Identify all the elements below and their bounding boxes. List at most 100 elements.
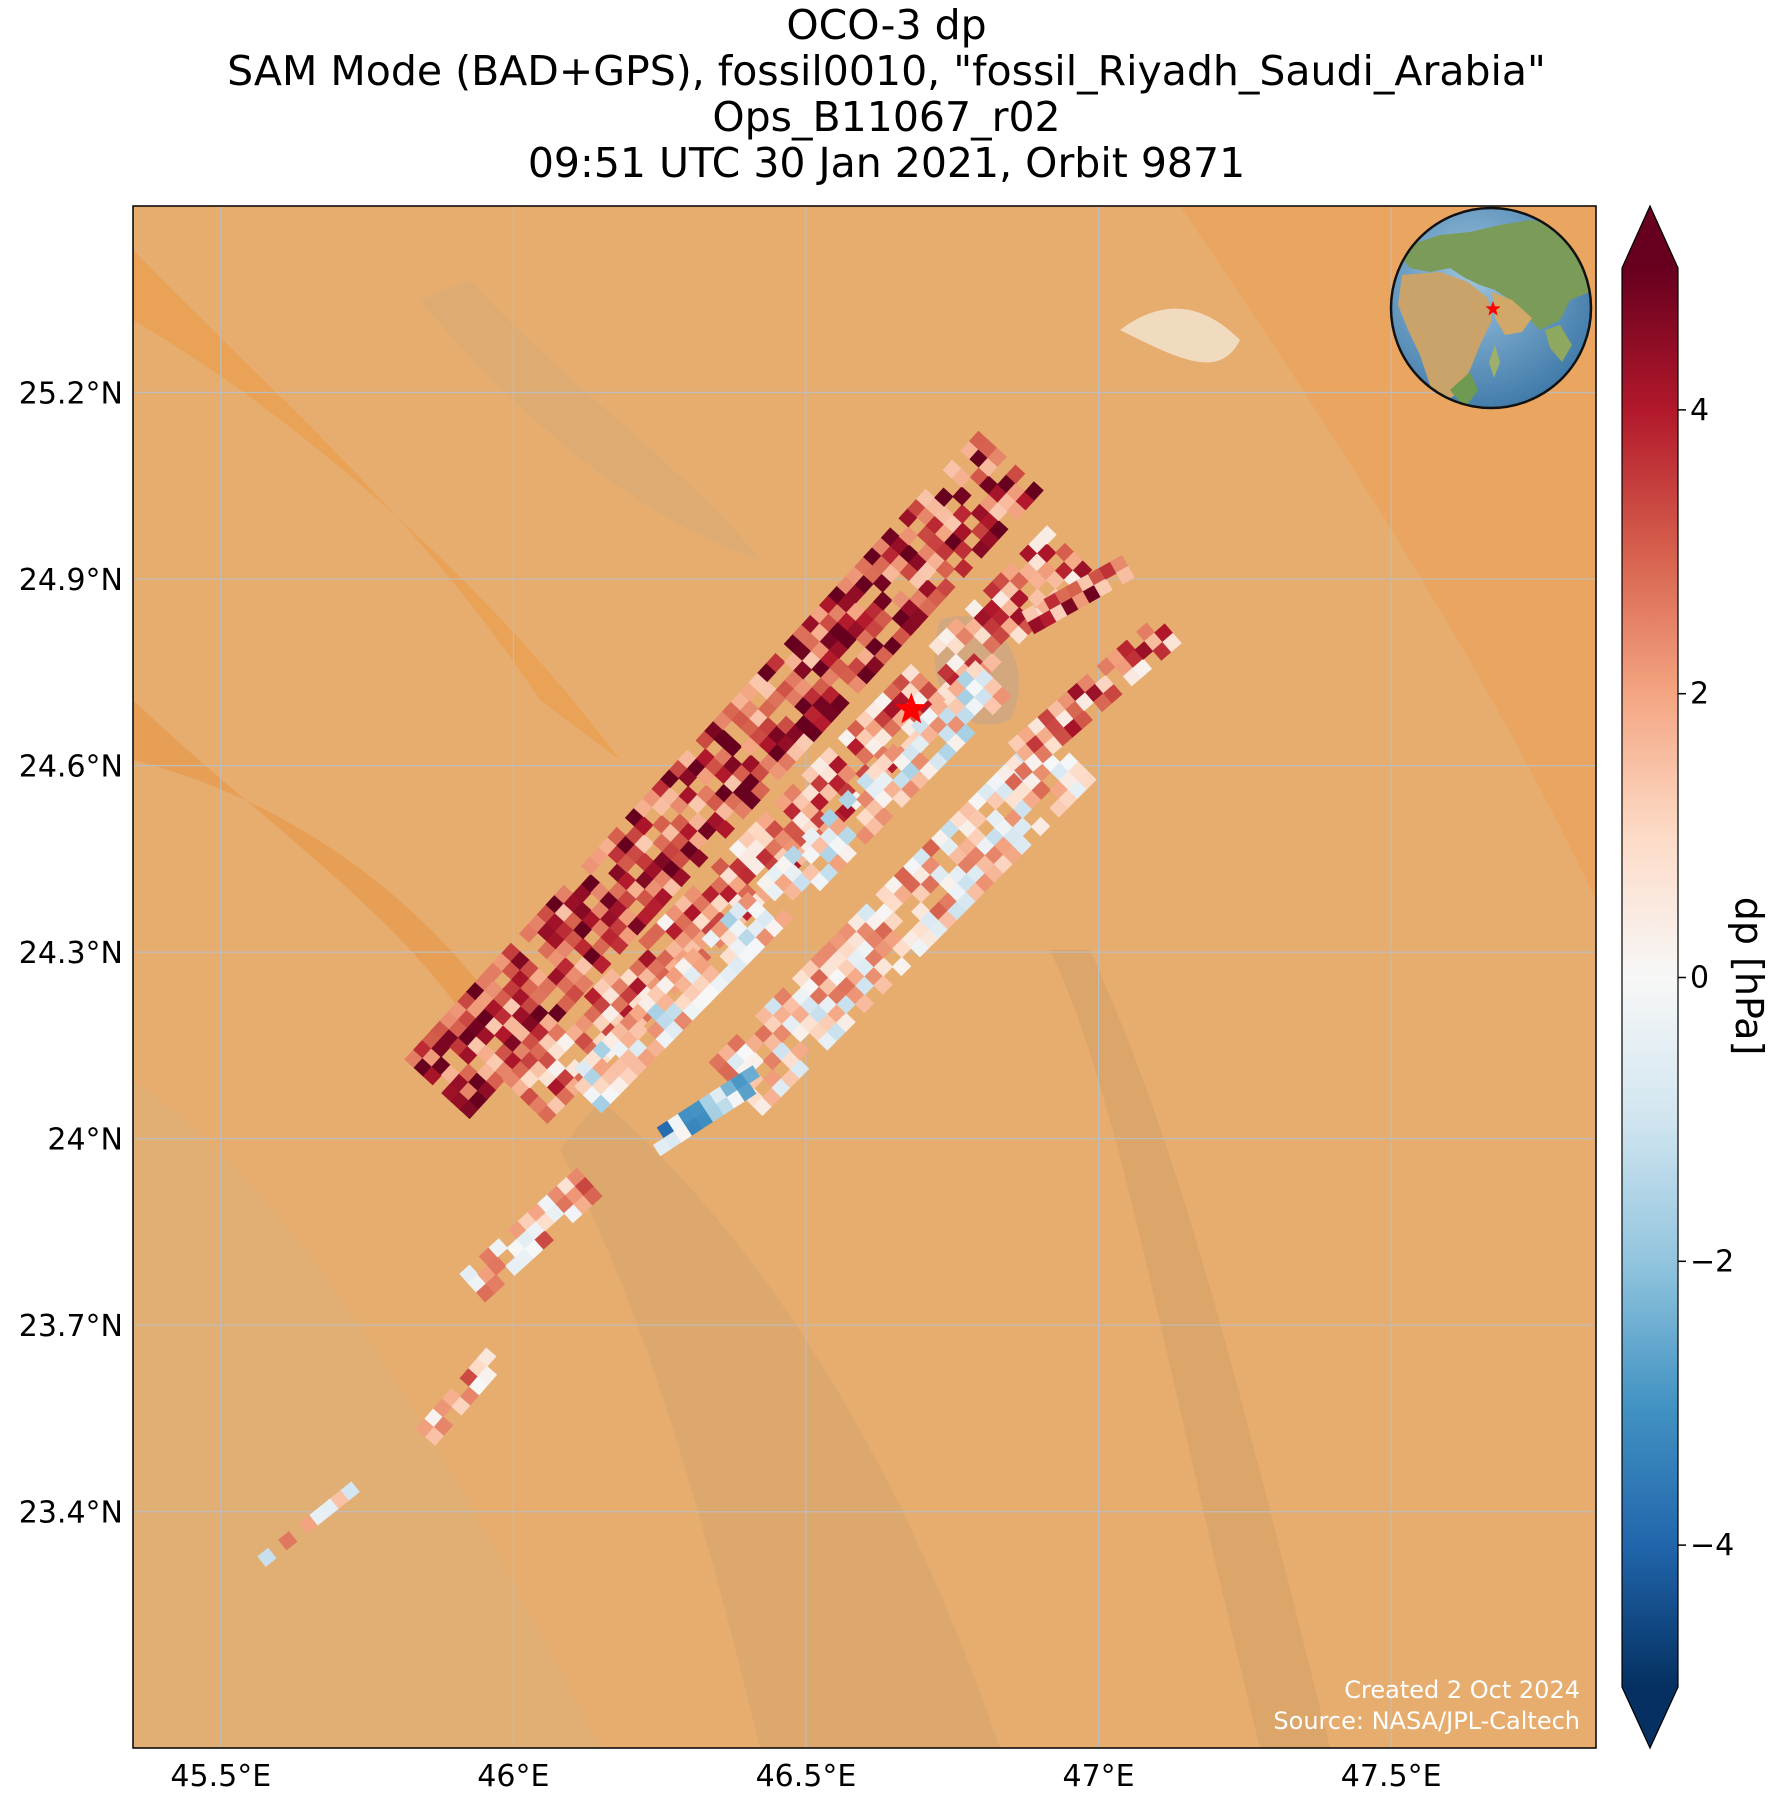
colorbar-outline <box>1621 204 1679 1750</box>
title-line-3: Ops_B11067_r02 <box>712 93 1061 141</box>
sounding-footprint <box>1116 639 1136 659</box>
sounding-footprint <box>964 599 985 619</box>
sounding-footprint <box>744 1087 764 1108</box>
sounding-footprint <box>683 885 703 905</box>
sounding-footprint <box>618 907 638 928</box>
sounding-footprint <box>953 540 973 560</box>
sounding-footprint <box>677 749 698 769</box>
sounding-footprint <box>487 1256 507 1276</box>
sounding-footprint <box>678 785 699 806</box>
sounding-footprint <box>783 845 803 865</box>
y-tick-label: 25.2°N <box>19 377 123 412</box>
sounding-footprint <box>983 677 1003 698</box>
sounding-footprint <box>607 826 627 847</box>
inset-globe <box>1389 206 1593 410</box>
colorbar-gradient <box>1622 268 1678 1687</box>
sounding-footprint <box>590 882 610 902</box>
sounding-footprint <box>891 590 911 610</box>
sounding-footprint <box>821 685 841 705</box>
sounding-footprint <box>1116 565 1135 585</box>
sounding-footprint <box>952 504 972 524</box>
sounding-footprint <box>836 1012 856 1033</box>
x-tick-label: 47.5°E <box>1341 1759 1442 1794</box>
sounding-footprint <box>534 1230 554 1250</box>
sounding-footprint <box>688 812 708 832</box>
sounding-footprint <box>1132 658 1153 678</box>
sounding-footprint <box>1012 835 1032 855</box>
sounding-footprint <box>1162 632 1182 653</box>
sounding-footprint <box>942 459 962 480</box>
y-tick-label: 23.4°N <box>19 1496 123 1531</box>
sounding-footprint <box>670 813 690 833</box>
sounding-footprint <box>547 1023 567 1043</box>
sounding-footprint <box>488 1238 508 1258</box>
sounding-footprint <box>756 811 776 831</box>
sounding-footprint <box>484 980 504 1000</box>
colorbar-extend-min-arrow <box>1622 1687 1678 1748</box>
sounding-footprint <box>916 488 936 509</box>
sounding-footprint <box>696 784 717 804</box>
sounding-footprint <box>566 1167 586 1187</box>
sounding-footprint <box>837 826 858 846</box>
sounding-footprint <box>1012 817 1033 837</box>
sounding-footprint <box>746 900 767 920</box>
sounding-footprint <box>874 770 894 791</box>
sounding-footprint <box>1093 578 1113 597</box>
sounding-footprint <box>773 908 794 929</box>
sounding-footprint <box>967 827 987 848</box>
sounding-footprint <box>772 1041 792 1062</box>
sounding-footprint <box>727 1033 747 1054</box>
sounding-footprint <box>431 1056 451 1076</box>
sounding-footprint <box>617 871 637 891</box>
sounding-footprint <box>737 1082 757 1102</box>
sounding-footprint <box>744 1051 765 1071</box>
sounding-footprint <box>801 826 822 847</box>
sounding-footprint <box>1001 562 1021 582</box>
y-tick-label: 24.9°N <box>19 563 123 598</box>
target-star-marker <box>895 692 928 724</box>
x-tick-label: 47°E <box>1063 1759 1135 1794</box>
sounding-footprint <box>722 737 743 757</box>
sounding-footprint <box>710 857 731 877</box>
sounding-footprint <box>828 817 849 837</box>
y-tick-label: 24.6°N <box>19 750 123 785</box>
sounding-footprint <box>883 929 903 950</box>
sounding-footprint <box>1154 623 1174 643</box>
sounding-footprint <box>883 911 904 931</box>
sounding-footprint <box>819 746 839 767</box>
figure-title: OCO-3 dp SAM Mode (BAD+GPS), fossil0010,… <box>0 2 1773 186</box>
sounding-footprint <box>634 834 654 854</box>
sounding-footprint <box>910 751 930 772</box>
sounding-footprint <box>854 994 875 1014</box>
sounding-footprint <box>1103 684 1123 704</box>
sounding-footprint <box>992 686 1012 706</box>
sounding-footprint <box>519 1087 540 1107</box>
sounding-footprint <box>967 809 987 829</box>
sounding-footprint <box>918 579 938 599</box>
sounding-footprint <box>715 819 735 839</box>
sounding-footprint <box>936 577 956 598</box>
sounding-footprint <box>510 951 530 971</box>
sounding-footprint <box>979 475 999 495</box>
colorbar-tick-label: −2 <box>1690 1244 1734 1279</box>
dp-soundings-layer <box>257 430 1182 1567</box>
sounding-footprint <box>477 1347 497 1367</box>
sounding-footprint <box>671 867 691 888</box>
sounding-footprint <box>1055 542 1075 563</box>
sounding-footprint <box>898 526 919 546</box>
sounding-footprint <box>829 657 849 678</box>
sounding-footprint <box>689 848 709 868</box>
y-tick-label: 23.7°N <box>19 1309 123 1344</box>
sounding-footprint <box>683 947 703 967</box>
colorbar: 4 2 0 −2 −4 dp [hPa] <box>1621 204 1771 1750</box>
sounding-footprint <box>880 527 901 547</box>
sounding-footprint <box>695 748 716 768</box>
map-frame <box>132 205 1597 1749</box>
sounding-footprint <box>935 559 956 580</box>
sounding-footprint <box>738 891 758 912</box>
sounding-footprint <box>837 844 857 864</box>
sounding-footprint <box>969 430 989 451</box>
sounding-footprint <box>955 723 976 744</box>
sounding-footprint <box>765 820 785 840</box>
